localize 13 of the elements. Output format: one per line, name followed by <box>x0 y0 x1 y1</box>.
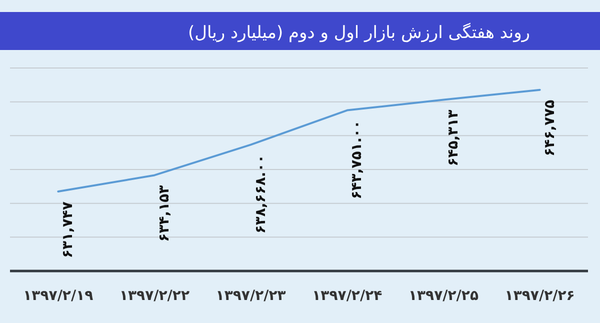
x-tick-label: ۱۳۹۷/۲/۲۴ <box>312 288 383 304</box>
x-tick-label: ۱۳۹۷/۲/۱۹ <box>23 288 94 304</box>
data-label: ۶۳۸,۶۶۸.۰۰ <box>252 154 269 234</box>
chart-title: روند هفتگی ارزش بازار اول و دوم (میلیارد ریال) <box>188 22 530 43</box>
x-tick-label: ۱۳۹۷/۲/۲۶ <box>504 288 575 304</box>
data-label: ۶۳۴,۱۵۳ <box>156 184 172 242</box>
data-label: ۶۴۳,۷۵۱.۰۰ <box>349 120 366 200</box>
data-label: ۶۴۶,۷۷۵ <box>542 99 558 156</box>
x-tick-label: ۱۳۹۷/۲/۲۳ <box>216 288 286 304</box>
x-tick-label: ۱۳۹۷/۲/۲۲ <box>119 288 190 304</box>
x-tick-label: ۱۳۹۷/۲/۲۵ <box>408 288 479 304</box>
data-label: ۶۴۵,۳۱۳ <box>446 109 462 166</box>
data-label: ۶۳۱,۷۴۷ <box>60 201 76 258</box>
